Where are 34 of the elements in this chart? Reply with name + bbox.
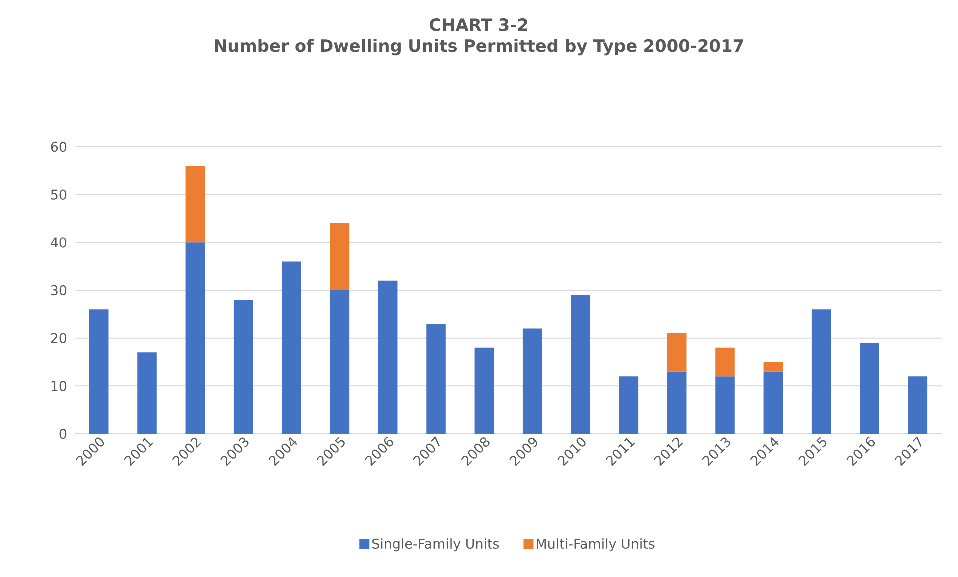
bar (812, 310, 832, 434)
bar (426, 324, 446, 434)
y-tick-label: 50 (51, 190, 67, 200)
bar (860, 343, 880, 434)
bar (89, 310, 109, 434)
legend-label: Multi-Family Units (537, 538, 655, 552)
bar (474, 348, 494, 434)
bar (619, 376, 639, 434)
bar (330, 290, 350, 434)
bar (908, 376, 928, 434)
bar (186, 242, 206, 434)
bar (716, 348, 735, 377)
bar (667, 334, 687, 372)
legend-label: Single-Family Units (372, 538, 500, 552)
bar (571, 295, 590, 434)
bar (186, 166, 206, 243)
chart-title: CHART 3-2 (430, 18, 528, 32)
bar (667, 372, 687, 434)
bar (764, 372, 784, 434)
bar (330, 224, 350, 290)
chart-subtitle: Number of Dwelling Units Permitted by Type 2000-2017 (215, 39, 744, 56)
y-tick-label: 30 (51, 285, 67, 296)
bar (138, 352, 157, 434)
bar (716, 376, 735, 434)
bar (378, 280, 398, 434)
bar (234, 300, 254, 434)
y-tick-label: 20 (51, 333, 67, 344)
y-tick-label: 60 (51, 142, 67, 152)
bar (282, 262, 302, 434)
y-tick-label: 40 (51, 238, 67, 248)
y-tick-label: 10 (52, 381, 67, 392)
y-tick-label: 0 (60, 428, 67, 440)
bar (764, 362, 784, 372)
bar (522, 328, 542, 434)
